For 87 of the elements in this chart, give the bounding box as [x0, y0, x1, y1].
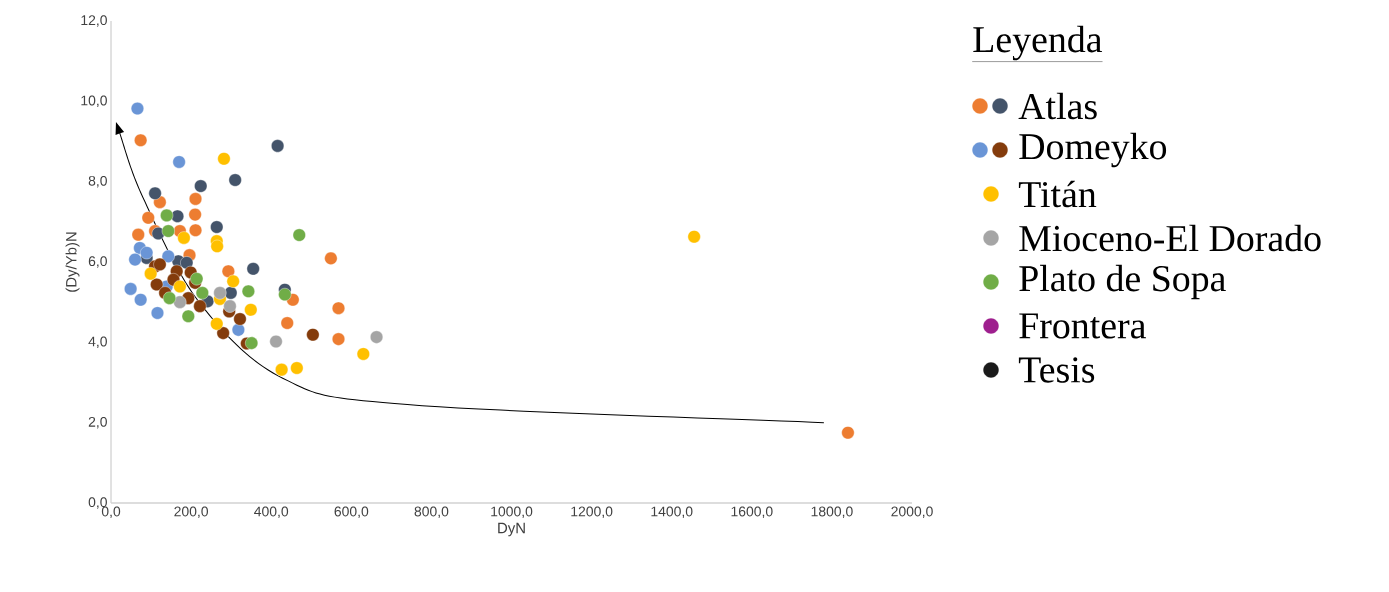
point — [128, 253, 142, 267]
point — [269, 335, 283, 349]
y-tick-label: 10,0 — [81, 95, 107, 108]
point — [275, 363, 289, 377]
x-tick-label: 200,0 — [174, 506, 209, 519]
x-axis-title: DyN — [498, 522, 525, 537]
point — [292, 228, 306, 242]
point — [332, 301, 345, 315]
x-tick-label: 1600,0 — [731, 506, 773, 519]
point — [173, 279, 187, 293]
x-tick-label: 600,0 — [334, 506, 369, 519]
point — [210, 239, 224, 253]
point — [150, 277, 164, 291]
y-tick-label: 6,0 — [88, 256, 107, 268]
x-tick-label: 1200,0 — [571, 506, 613, 519]
point — [134, 133, 148, 147]
point — [150, 306, 164, 320]
point — [356, 347, 370, 361]
point — [131, 228, 145, 242]
point — [332, 332, 345, 346]
point — [140, 246, 154, 260]
point — [161, 249, 175, 263]
point — [193, 299, 207, 313]
point — [144, 267, 158, 281]
y-axis-title: (Dy/Yb)N — [65, 232, 80, 292]
point — [161, 224, 175, 238]
point — [180, 256, 194, 270]
y-tick-label: 12,0 — [81, 15, 107, 27]
point — [172, 155, 186, 169]
point — [210, 317, 224, 331]
x-tick-label: 1800,0 — [811, 506, 853, 519]
point — [216, 326, 230, 340]
point — [245, 336, 259, 350]
point — [841, 426, 855, 440]
point — [181, 309, 195, 323]
legend-title: Leyenda — [973, 25, 1103, 61]
point — [189, 223, 203, 237]
x-tick-label: 800,0 — [414, 506, 449, 519]
point — [171, 209, 184, 223]
legend-label: Plato de Sopa — [1019, 264, 1226, 300]
point — [306, 328, 320, 342]
legend-label: Atlas — [1018, 92, 1097, 120]
x-tick-label: 1000,0 — [491, 506, 533, 519]
legend-label: Frontera — [1019, 313, 1146, 339]
x-tick-label: 2000,0 — [891, 506, 933, 519]
point — [223, 299, 237, 313]
point — [687, 230, 701, 244]
point — [233, 312, 247, 326]
point — [195, 286, 209, 300]
point — [213, 286, 227, 300]
point — [153, 257, 167, 271]
point — [188, 208, 202, 222]
point — [141, 211, 155, 225]
legend-label: Titán — [1018, 180, 1097, 208]
point — [130, 102, 144, 116]
point — [210, 220, 224, 234]
point — [217, 152, 231, 166]
point — [162, 291, 176, 305]
legend-label: Tesis — [1018, 357, 1095, 383]
x-tick-label: 400,0 — [254, 506, 289, 519]
y-tick-label: 2,0 — [88, 416, 107, 429]
point — [271, 139, 285, 153]
y-tick-label: 4,0 — [88, 336, 107, 349]
point — [228, 173, 242, 187]
legend-label: Domeyko — [1019, 132, 1167, 168]
y-tick-label: 8,0 — [88, 175, 107, 188]
point — [246, 262, 260, 276]
point — [370, 330, 384, 344]
point — [189, 192, 203, 206]
point — [173, 295, 187, 309]
x-tick-label: 1400,0 — [651, 506, 693, 519]
point — [226, 274, 240, 288]
point — [290, 361, 304, 375]
point — [124, 282, 138, 296]
point — [177, 231, 191, 245]
legend-label: Mioceno-El Dorado — [1019, 224, 1321, 252]
point — [278, 288, 292, 302]
point — [244, 303, 258, 317]
point — [324, 251, 338, 265]
point — [194, 179, 208, 193]
point — [280, 316, 294, 330]
point — [231, 323, 245, 337]
point — [148, 186, 162, 200]
point — [160, 208, 174, 222]
point — [134, 293, 148, 307]
point — [241, 284, 255, 298]
point — [190, 272, 204, 286]
